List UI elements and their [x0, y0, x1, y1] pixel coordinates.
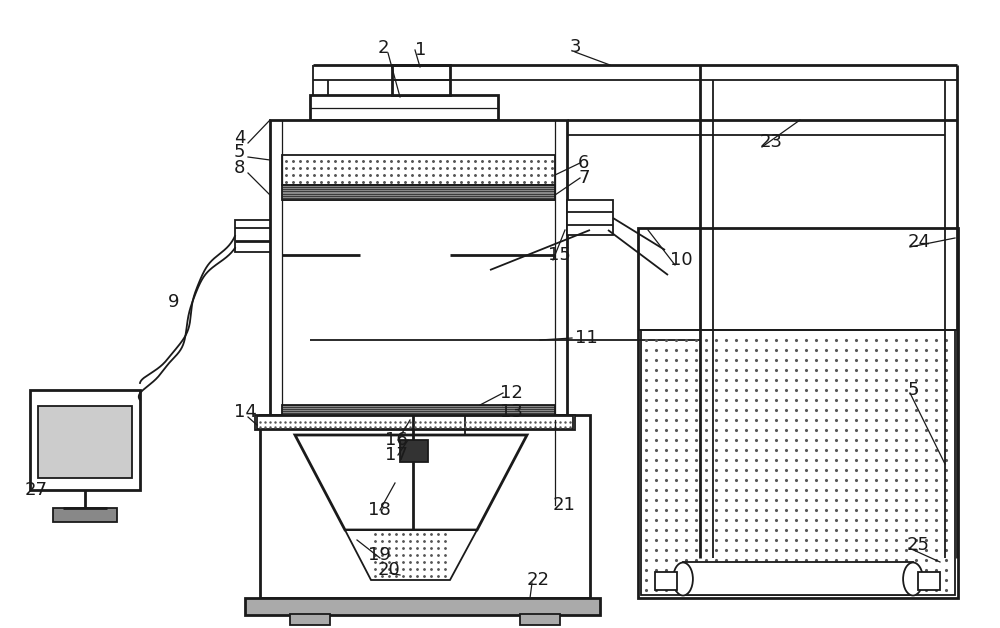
Text: 6: 6: [578, 154, 589, 172]
Bar: [282, 405, 555, 415]
Text: 23: 23: [760, 133, 783, 151]
Text: 25: 25: [907, 536, 930, 554]
Text: 16: 16: [385, 431, 408, 449]
Text: 15: 15: [548, 246, 571, 264]
Text: 20: 20: [378, 561, 401, 579]
Bar: [918, 572, 940, 590]
Text: 22: 22: [527, 571, 550, 589]
Text: 27: 27: [25, 481, 48, 499]
Bar: [641, 330, 955, 595]
Text: 12: 12: [500, 384, 523, 402]
Bar: [255, 415, 575, 430]
Bar: [282, 155, 555, 185]
Text: 24: 24: [908, 233, 931, 251]
Bar: [282, 185, 555, 200]
Ellipse shape: [673, 563, 693, 595]
Bar: [310, 95, 498, 120]
Ellipse shape: [903, 563, 923, 595]
Bar: [290, 614, 330, 625]
Text: 5: 5: [234, 143, 246, 161]
Bar: [683, 562, 913, 595]
Text: 14: 14: [234, 403, 257, 421]
Bar: [38, 406, 132, 478]
Bar: [400, 440, 428, 462]
Bar: [245, 598, 600, 615]
Text: 19: 19: [368, 546, 391, 564]
Text: 5: 5: [908, 381, 920, 399]
Bar: [567, 200, 613, 235]
Text: 4: 4: [234, 129, 246, 147]
Polygon shape: [345, 530, 477, 580]
Bar: [655, 572, 677, 590]
Bar: [53, 508, 117, 522]
Text: 13: 13: [500, 403, 523, 421]
Bar: [270, 120, 567, 415]
Text: 10: 10: [670, 251, 693, 269]
Polygon shape: [295, 435, 527, 530]
Text: 1: 1: [415, 41, 426, 59]
Text: 18: 18: [368, 501, 391, 519]
Text: 9: 9: [168, 293, 180, 311]
Text: 11: 11: [575, 329, 598, 347]
Text: 3: 3: [570, 38, 582, 56]
Bar: [257, 416, 573, 429]
Bar: [392, 65, 450, 95]
Bar: [520, 614, 560, 625]
Text: 17: 17: [385, 446, 408, 464]
Text: 2: 2: [378, 39, 390, 57]
Bar: [260, 415, 590, 598]
Text: 21: 21: [553, 496, 576, 514]
Text: 8: 8: [234, 159, 245, 177]
Bar: [235, 220, 270, 252]
Text: 7: 7: [578, 169, 590, 187]
Bar: [30, 390, 140, 490]
Bar: [638, 228, 958, 598]
